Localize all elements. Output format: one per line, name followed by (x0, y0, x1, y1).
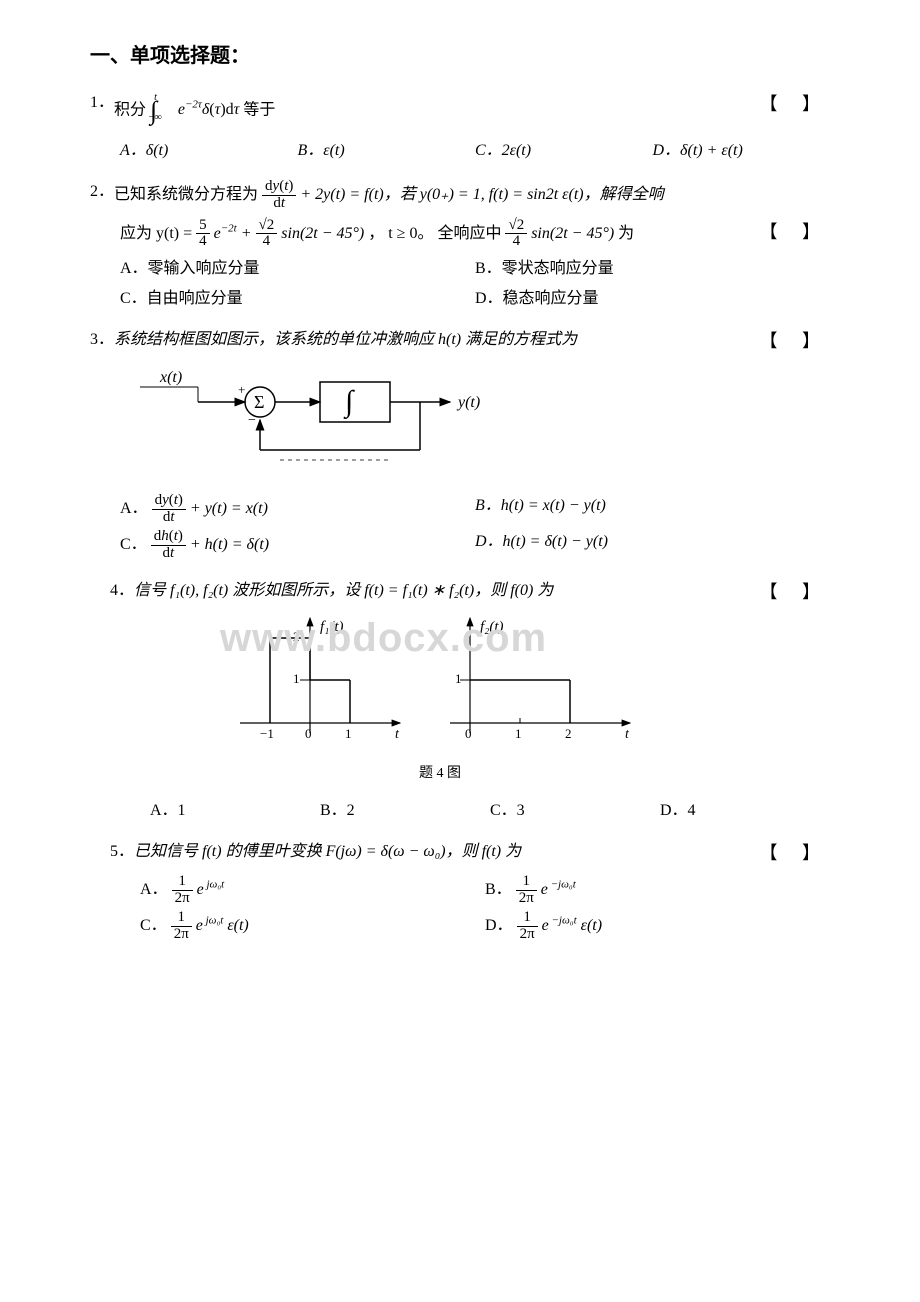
q3-opt-a: A． dy(t)dt + y(t) = x(t) (120, 491, 475, 528)
q5-options: A． 12π e jω₀t B． 12π e −jω₀t C． 12π e jω… (90, 872, 830, 945)
q4-bracket: 【 】 (740, 578, 831, 607)
q5-c-post: ε(t) (227, 917, 248, 934)
q2-opt-a: A．零输入响应分量 (120, 254, 475, 284)
q5-bracket: 【 】 (740, 839, 831, 868)
q2-text: 已知系统微分方程为 dy(t)dt + 2y(t) = f(t)，若 y(0₊)… (114, 179, 830, 212)
q2-options: A．零输入响应分量 B．零状态响应分量 C．自由响应分量 D．稳态响应分量 (90, 254, 830, 313)
q2-opt-d: D．稳态响应分量 (475, 284, 830, 314)
q5-num: 5． (110, 839, 134, 865)
svg-text:f₂(t): f₂(t) (480, 619, 504, 635)
svg-text:1: 1 (455, 671, 462, 686)
q1-integral: ∫t−∞ e−2τδ(τ)dτ (150, 101, 243, 118)
svg-text:∫: ∫ (343, 385, 355, 420)
svg-text:−1: −1 (260, 726, 274, 741)
q4-options: A．1 B．2 C．3 D．4 (90, 796, 830, 826)
question-3: 3． 系统结构框图如图示，该系统的单位冲激响应 h(t) 满足的方程式为 【 】… (90, 327, 830, 563)
svg-text:−: − (248, 413, 256, 428)
question-5: 5． 已知信号 f(t) 的傅里叶变换 F(jω) = δ(ω − ω₀)，则 … (90, 839, 830, 945)
svg-text:0: 0 (465, 726, 472, 741)
q3-a-pre: A． (120, 500, 148, 517)
question-4: 4． 信号 f₁(t), f₂(t) 波形如图所示，设 f(t) = f₁(t)… (90, 578, 830, 825)
q3-c-post: + h(t) = δ(t) (190, 536, 269, 553)
q5-d-post: ε(t) (581, 917, 602, 934)
q4-figure: f₁(t) t 2 1 −1 0 1 f₂(t) t 1 0 1 2 (90, 613, 830, 786)
q5-text: 已知信号 f(t) 的傅里叶变换 F(jω) = δ(ω − ω₀)，则 f(t… (134, 839, 739, 865)
diagram-y-label: y(t) (456, 394, 480, 411)
q1-suffix: 等于 (243, 101, 275, 118)
q3-opt-d: D．h(t) = δ(t) − y(t) (475, 527, 830, 564)
q1-opt-d: D．δ(t) + ε(t) (653, 136, 831, 166)
q2-line2: 应为 y(t) = 54 e−2t + √24 sin(2t − 45°) ， … (120, 218, 740, 251)
q4-opt-c: C．3 (490, 796, 660, 826)
q2-num: 2． (90, 179, 114, 205)
svg-text:+: + (238, 382, 245, 397)
q4-opt-d: D．4 (660, 796, 830, 826)
q2-opt-c: C．自由响应分量 (120, 284, 475, 314)
question-2: 2． 已知系统微分方程为 dy(t)dt + 2y(t) = f(t)，若 y(… (90, 179, 830, 313)
q3-diagram: x(t) + Σ ∫ y(t) − (90, 362, 830, 481)
q3-bracket: 【 】 (740, 327, 831, 356)
svg-text:Σ: Σ (254, 392, 264, 412)
q2-frac1: dy(t)dt (262, 179, 296, 212)
q2-frac2: 54 (196, 218, 210, 251)
svg-text:0: 0 (305, 726, 312, 741)
svg-text:t: t (395, 727, 400, 742)
q3-text: 系统结构框图如图示，该系统的单位冲激响应 h(t) 满足的方程式为 (114, 327, 739, 353)
q5-b-pre: B． (485, 881, 512, 898)
q3-c-pre: C． (120, 536, 147, 553)
q4-opt-b: B．2 (320, 796, 490, 826)
section-title: 一、单项选择题： (90, 40, 830, 72)
q1-opt-a: A．δ(t) (120, 136, 298, 166)
q3-num: 3． (90, 327, 114, 353)
q2-frac3: √24 (256, 218, 278, 251)
svg-text:1: 1 (293, 671, 300, 686)
q5-opt-c: C． 12π e jω₀t ε(t) (140, 908, 485, 945)
q5-a-pre: A． (140, 881, 168, 898)
svg-text:t: t (625, 727, 630, 742)
svg-text:1: 1 (345, 726, 352, 741)
q2-e: e−2t + (214, 225, 256, 242)
q2-l2c: 为 (618, 225, 634, 242)
q3-opt-c: C． dh(t)dt + h(t) = δ(t) (120, 527, 475, 564)
q5-opt-b: B． 12π e −jω₀t (485, 872, 830, 909)
q4-opt-a: A．1 (150, 796, 320, 826)
svg-text:2: 2 (565, 726, 572, 741)
q1-opt-b: B．ε(t) (298, 136, 476, 166)
svg-text:1: 1 (515, 726, 522, 741)
q2-opt-b: B．零状态响应分量 (475, 254, 830, 284)
q1-opt-c: C．2ε(t) (475, 136, 653, 166)
q3-options: A． dy(t)dt + y(t) = x(t) B．h(t) = x(t) −… (90, 491, 830, 564)
q2-l1a: 已知系统微分方程为 (114, 186, 258, 203)
q3-a-post: + y(t) = x(t) (190, 500, 268, 517)
q5-opt-a: A． 12π e jω₀t (140, 872, 485, 909)
q4-num: 4． (110, 578, 134, 604)
q1-prefix: 积分 (114, 101, 146, 118)
q5-d-pre: D． (485, 917, 513, 934)
q3-opt-b: B．h(t) = x(t) − y(t) (475, 491, 830, 528)
q2-frac4: √24 (505, 218, 527, 251)
q4-text: 信号 f₁(t), f₂(t) 波形如图所示，设 f(t) = f₁(t) ∗ … (134, 578, 739, 604)
q5-c-pre: C． (140, 917, 167, 934)
question-1: 1． 积分 ∫t−∞ e−2τδ(τ)dτ 等于 【 】 A．δ(t) B．ε(… (90, 90, 830, 165)
q1-options: A．δ(t) B．ε(t) C．2ε(t) D．δ(t) + ε(t) (90, 136, 830, 166)
q5-opt-d: D． 12π e −jω₀t ε(t) (485, 908, 830, 945)
q2-bracket: 【 】 (740, 218, 831, 247)
q1-bracket: 【 】 (740, 90, 831, 119)
svg-text:2: 2 (293, 629, 300, 644)
q2-sin2: sin(2t − 45°) (531, 225, 614, 242)
diagram-x-label: x(t) (159, 369, 182, 386)
q2-l1b: + 2y(t) = f(t)，若 y(0₊) = 1, f(t) = sin2t… (300, 186, 663, 203)
q2-sin: sin(2t − 45°) (281, 225, 364, 242)
q2-l2a: 应为 y(t) = (120, 225, 196, 242)
q1-text: 积分 ∫t−∞ e−2τδ(τ)dτ 等于 (114, 90, 739, 132)
q2-l2b: ， t ≥ 0。 全响应中 (368, 225, 501, 242)
svg-text:f₁(t): f₁(t) (320, 619, 344, 635)
q1-num: 1． (90, 90, 114, 116)
q4-caption: 题 4 图 (230, 763, 650, 785)
